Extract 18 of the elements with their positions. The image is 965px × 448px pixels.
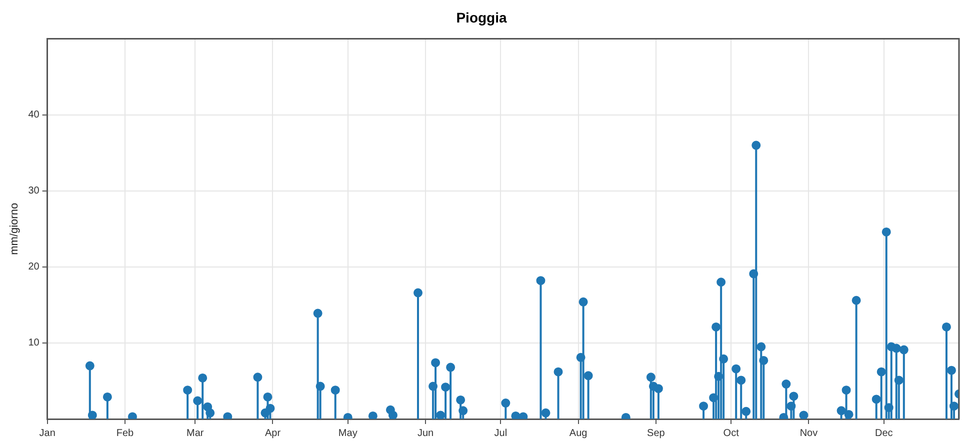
x-tick-label: Jan <box>39 428 56 439</box>
x-tick-label: Feb <box>116 428 134 439</box>
x-tick-label: Mar <box>186 428 204 439</box>
x-tick-label: Dec <box>874 428 893 439</box>
x-tick-label: Sep <box>647 428 666 439</box>
x-tick-label: Jun <box>417 428 434 439</box>
x-tick-label: Apr <box>264 428 282 439</box>
y-tick-label: 20 <box>28 262 40 273</box>
x-tick-label: Oct <box>723 428 740 439</box>
x-tick-label: Aug <box>569 428 588 439</box>
x-tick-label: Nov <box>800 428 818 439</box>
y-tick-label: 30 <box>28 186 40 197</box>
y-tick-label: 40 <box>28 110 40 121</box>
x-tick-label: Jul <box>494 428 508 439</box>
y-axis-title: mm/giorno <box>8 202 21 255</box>
y-tick-label: 10 <box>28 338 40 349</box>
chart-title: Pioggia <box>456 9 507 26</box>
x-tick-label: May <box>338 428 358 439</box>
